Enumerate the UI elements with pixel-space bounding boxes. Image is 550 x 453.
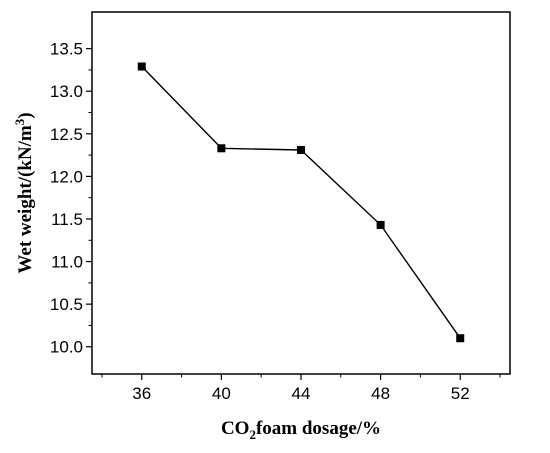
x-tick-label: 40	[212, 384, 231, 403]
y-tick-label: 10.5	[50, 295, 83, 314]
data-point	[297, 145, 305, 154]
y-axis-title: Wet weight/(kN/m3)	[12, 112, 36, 273]
x-tick-label: 48	[371, 384, 390, 403]
x-axis-title: CO2foam dosage/%	[221, 418, 381, 442]
x-axis: 36 40 44 48 52	[101, 374, 501, 403]
y-axis: 10.0 10.5 11.0 11.5 12.0 12.5 13.0 13.5	[50, 40, 92, 357]
y-tick-label: 10.0	[50, 338, 83, 357]
series-group	[137, 62, 465, 343]
y-tick-label: 12.0	[50, 167, 83, 186]
y-tick-label: 12.5	[50, 125, 83, 144]
data-point	[456, 334, 465, 343]
data-point	[217, 144, 226, 153]
x-tick-label: 44	[292, 384, 311, 403]
x-tick-label: 52	[451, 384, 470, 403]
x-tick-label: 36	[132, 384, 151, 403]
y-tick-label: 13.5	[50, 40, 83, 59]
data-point	[376, 220, 385, 229]
y-tick-label: 11.0	[51, 253, 83, 272]
y-tick-label: 13.0	[50, 82, 83, 101]
series-line	[141, 66, 461, 339]
y-tick-label: 11.5	[51, 210, 83, 229]
data-point	[137, 62, 146, 71]
